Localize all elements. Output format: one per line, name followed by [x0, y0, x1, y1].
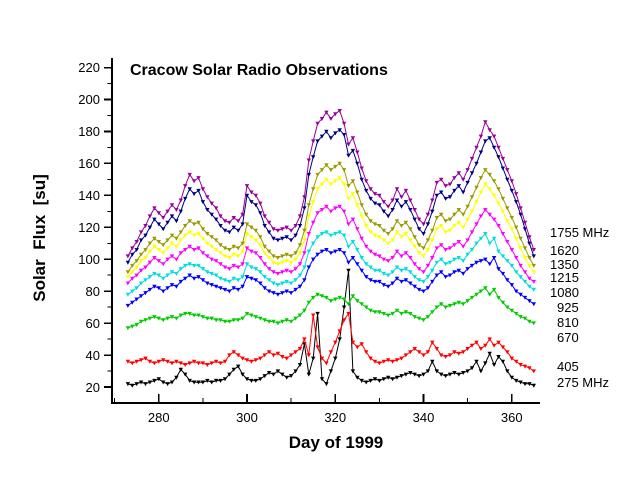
series-markers-1755-mhz [125, 109, 536, 259]
legend-item-1620mhz: 1620 [550, 243, 579, 258]
series-markers-810-mhz [125, 248, 536, 308]
y-tick-label: 100 [78, 251, 100, 267]
y-tick-label: 80 [85, 283, 100, 299]
series-markers-1620-mhz [125, 128, 536, 265]
y-tick-label: 180 [78, 123, 100, 139]
chart-title: Cracow Solar Radio Observations [130, 62, 388, 79]
series-markers-670-mhz [125, 286, 536, 331]
series-markers-925-mhz [125, 230, 536, 297]
x-tick-label: 360 [500, 410, 523, 425]
major-ticks [104, 66, 513, 403]
y-tick-label: 160 [78, 155, 100, 171]
legend-item-670mhz: 670 [557, 330, 579, 345]
legend-item-1350mhz: 1350 [550, 257, 579, 272]
y-tick-label: 120 [78, 219, 100, 235]
legend-item-810mhz: 810 [557, 315, 579, 330]
series-markers-1080-mhz [125, 204, 536, 286]
y-tick-label: 20 [85, 379, 100, 395]
y-tick-label: 200 [78, 92, 100, 108]
legend-item-1080mhz: 1080 [550, 285, 579, 300]
legend-item-405mhz: 405 [557, 359, 579, 374]
series-line-670-mhz [127, 287, 534, 329]
legend-item-1215mhz: 1215 [550, 270, 579, 285]
y-tick-label: 140 [78, 187, 100, 203]
legend-item-1755mhz: 1755 MHz [550, 225, 610, 240]
minor-ticks [107, 83, 469, 403]
series-line-1215-mhz [127, 177, 535, 278]
legend-item-925mhz: 925 [557, 300, 579, 315]
series-line-1350-mhz [127, 162, 535, 273]
y-tick-label: 40 [85, 347, 100, 363]
x-tick-label: 300 [236, 410, 258, 425]
y-axis-label: Solar Flux [su] [30, 174, 49, 302]
y-tick-label: 60 [85, 315, 100, 331]
x-axis-label: Day of 1999 [288, 433, 384, 452]
series-markers-1350-mhz [125, 161, 536, 275]
y-tick-label: 220 [78, 60, 100, 76]
x-tick-label: 340 [412, 410, 435, 425]
x-tick-label: 280 [147, 410, 170, 425]
x-tick-label: 320 [324, 410, 347, 425]
legend-item-275mhz: 275 MHz [557, 375, 610, 390]
series-markers-275-mhz [125, 268, 536, 388]
